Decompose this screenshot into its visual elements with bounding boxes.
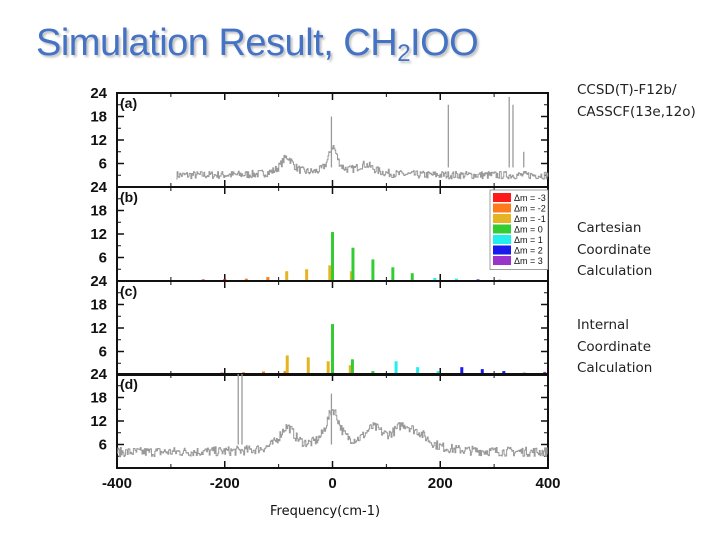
y-tick-label: 24 (90, 179, 107, 196)
legend-swatch (493, 235, 511, 244)
x-tick-label: -200 (210, 475, 240, 492)
legend-label: Δm = 2 (514, 246, 543, 256)
legend-label: Δm = 3 (514, 256, 543, 266)
panel-frame (116, 92, 549, 188)
y-tick-label: 24 (90, 85, 107, 102)
cartesian-note: Cartesian Coordinate Calculation (577, 220, 653, 279)
panel-tag: (a) (120, 95, 137, 111)
panel-tag: (d) (120, 376, 138, 392)
legend-swatch (493, 224, 511, 234)
y-tick-label: 18 (90, 390, 107, 407)
legend-swatch (493, 214, 511, 223)
legend-swatch (493, 245, 511, 255)
y-tick-label: 18 (90, 203, 107, 220)
x-tick-label: 200 (428, 475, 453, 492)
slide-title: Simulation Result, CH2IOO (36, 22, 479, 68)
spectrum-trace (117, 409, 548, 458)
x-tick-label: 0 (328, 475, 336, 492)
y-tick-label: 24 (90, 273, 107, 290)
x-axis-title: Frequency(cm-1) (270, 504, 381, 519)
panel-tag: (b) (120, 189, 138, 205)
legend-label: Δm = -1 (514, 214, 546, 224)
panel-tag: (c) (120, 283, 137, 299)
title-subscript: 2 (397, 40, 411, 67)
y-tick-label: 12 (90, 132, 107, 149)
y-tick-label: 6 (99, 156, 107, 173)
title-tail: IOO (410, 22, 479, 64)
method-note: CCSD(T)-F12b/ CASSCF(13e,12o) (577, 82, 696, 120)
title-main: Simulation Result, CH (36, 22, 398, 64)
legend-swatch (493, 203, 511, 213)
y-tick-label: 6 (99, 344, 107, 361)
y-tick-label: 18 (90, 109, 107, 126)
internal-note: Internal Coordinate Calculation (577, 317, 653, 376)
y-tick-label: 18 (90, 297, 107, 314)
y-tick-label: 6 (99, 437, 107, 454)
panel-frame (116, 373, 549, 469)
legend-label: Δm = -2 (514, 204, 546, 214)
legend-label: Δm = 0 (514, 225, 543, 235)
x-tick-label: 400 (535, 475, 560, 492)
legend-swatch (493, 256, 511, 265)
legend-label: Δm = -3 (514, 193, 546, 203)
y-tick-label: 6 (99, 250, 107, 267)
legend-swatch (493, 193, 511, 202)
legend-label: Δm = 1 (514, 235, 543, 245)
x-tick-label: -400 (102, 475, 132, 492)
spectrum-trace (176, 145, 549, 180)
y-tick-label: 12 (90, 413, 107, 430)
y-tick-label: 24 (90, 366, 107, 383)
y-tick-label: 12 (90, 320, 107, 337)
y-tick-label: 12 (90, 226, 107, 243)
